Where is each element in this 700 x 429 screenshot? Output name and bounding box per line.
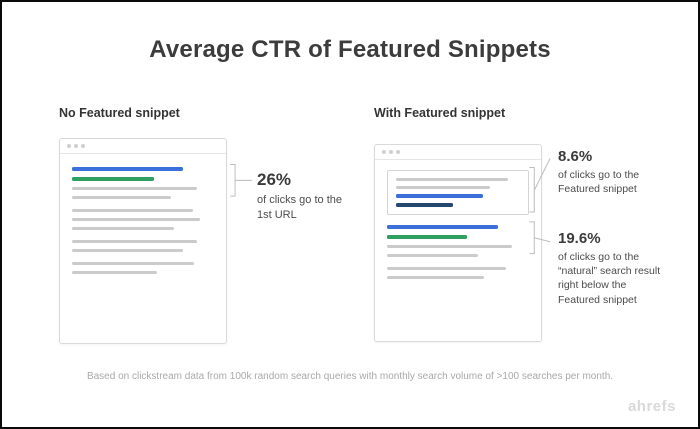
result-title-line bbox=[72, 167, 183, 171]
result-desc-line bbox=[387, 254, 478, 257]
result-url-line bbox=[387, 235, 467, 239]
serp-body bbox=[60, 154, 226, 274]
callout-26: 26% of clicks go to the 1st URL bbox=[257, 170, 345, 223]
window-dot-icon bbox=[382, 150, 386, 154]
result-url-line bbox=[72, 177, 155, 181]
result-desc-line bbox=[72, 187, 197, 190]
result-desc-line bbox=[72, 262, 195, 265]
featured-snippet-box bbox=[387, 170, 529, 215]
first-result bbox=[72, 167, 214, 199]
result-desc-line bbox=[72, 209, 193, 212]
browser-titlebar bbox=[60, 139, 226, 154]
serp-mockup-with-snippet bbox=[374, 144, 542, 342]
result-desc-line bbox=[387, 245, 512, 248]
serp-mockup-no-snippet bbox=[59, 138, 227, 344]
serp-body bbox=[375, 160, 541, 279]
browser-titlebar bbox=[375, 145, 541, 160]
callout-19-6: 19.6% of clicks go to the “natural” sear… bbox=[558, 230, 664, 307]
result-group bbox=[72, 240, 214, 252]
window-dot-icon bbox=[74, 144, 78, 148]
window-dot-icon bbox=[389, 150, 393, 154]
callout-8-6-value: 8.6% bbox=[558, 148, 593, 165]
snippet-title-line bbox=[396, 194, 483, 198]
footnote: Based on clickstream data from 100k rand… bbox=[86, 371, 614, 382]
right-panel-label: With Featured snippet bbox=[374, 106, 506, 120]
result-desc-line bbox=[387, 267, 507, 270]
natural-result bbox=[387, 225, 529, 257]
result-desc-line bbox=[387, 276, 484, 279]
window-dot-icon bbox=[67, 144, 71, 148]
result-desc-line bbox=[72, 218, 200, 221]
snippet-text-line bbox=[396, 178, 508, 181]
callout-19-6-value: 19.6% bbox=[558, 230, 601, 247]
left-panel-label: No Featured snippet bbox=[59, 106, 180, 120]
callout-19-6-description: of clicks go to the “natural” search res… bbox=[558, 251, 661, 306]
result-desc-line bbox=[72, 249, 183, 252]
callout-26-value: 26% bbox=[257, 170, 292, 189]
result-desc-line bbox=[72, 240, 197, 243]
result-group bbox=[387, 267, 529, 279]
page-title: Average CTR of Featured Snippets bbox=[149, 36, 551, 63]
result-desc-line bbox=[72, 271, 158, 274]
result-title-line bbox=[387, 225, 498, 229]
callout-8-6-description: of clicks go to the Featured snippet bbox=[558, 169, 640, 196]
callout-bracket-26 bbox=[230, 163, 252, 197]
window-dot-icon bbox=[81, 144, 85, 148]
result-desc-line bbox=[72, 196, 172, 199]
snippet-text-line bbox=[396, 186, 491, 189]
result-group bbox=[72, 209, 214, 230]
ahrefs-watermark: ahrefs bbox=[627, 398, 676, 415]
snippet-source-line bbox=[396, 203, 454, 207]
result-desc-line bbox=[72, 227, 175, 230]
callout-26-description: of clicks go to the 1st URL bbox=[257, 194, 342, 221]
callout-8-6: 8.6% of clicks go to the Featured snippe… bbox=[558, 148, 668, 196]
window-dot-icon bbox=[396, 150, 400, 154]
result-group bbox=[72, 262, 214, 274]
